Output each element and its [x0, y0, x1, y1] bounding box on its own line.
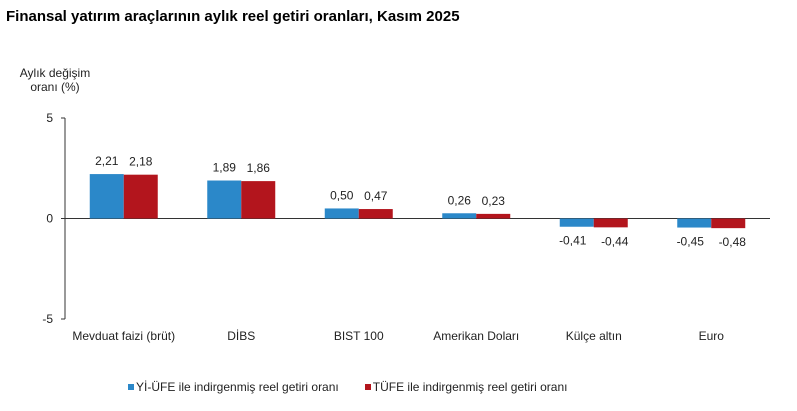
x-tick-label: DİBS	[227, 329, 255, 343]
data-label: 2,21	[95, 154, 119, 168]
legend-item-tufe: TÜFE ile indirgenmiş reel getiri oranı	[364, 380, 568, 394]
legend-item-yi-ufe: Yİ-ÜFE ile indirgenmiş reel getiri oranı	[128, 380, 339, 394]
bar	[593, 218, 628, 228]
data-label: 2,18	[129, 155, 153, 169]
x-tick-label: Amerikan Doları	[433, 329, 519, 343]
data-label: -0,48	[719, 235, 747, 249]
data-label: 1,89	[213, 161, 237, 175]
x-tick-label: Külçe altın	[566, 329, 622, 343]
legend-swatch-red	[364, 384, 371, 390]
bar	[559, 218, 594, 227]
bar	[241, 181, 276, 219]
y-axis-label-line: Aylık değişim	[19, 66, 91, 80]
bar	[324, 208, 359, 219]
bar	[476, 213, 511, 219]
data-label: 0,47	[364, 189, 388, 203]
y-axis-label: Aylık değişim oranı (%)	[10, 66, 100, 94]
x-tick-label: Euro	[699, 329, 725, 343]
legend-label: Yİ-ÜFE ile indirgenmiş reel getiri oranı	[136, 380, 339, 394]
y-tick-label: 0	[46, 212, 53, 226]
bar	[677, 218, 712, 228]
bar	[207, 180, 242, 219]
legend-label: TÜFE ile indirgenmiş reel getiri oranı	[372, 380, 568, 394]
data-label: -0,44	[601, 234, 629, 248]
legend: Yİ-ÜFE ile indirgenmiş reel getiri oranı…	[128, 380, 568, 394]
data-label: 0,50	[330, 188, 354, 202]
data-label: 0,26	[448, 193, 472, 207]
x-tick-label: Mevduat faizi (brüt)	[72, 329, 175, 343]
bar	[711, 218, 746, 229]
data-label: 1,86	[247, 161, 271, 175]
x-tick-label: BIST 100	[334, 329, 384, 343]
y-tick-label: 5	[46, 111, 53, 125]
data-label: -0,45	[677, 235, 705, 249]
bar	[123, 174, 158, 219]
y-axis-label-line: oranı (%)	[30, 80, 80, 94]
chart-title: Finansal yatırım araçlarının aylık reel …	[6, 8, 460, 25]
bar	[442, 213, 477, 219]
data-label: 0,23	[482, 194, 506, 208]
data-label: -0,41	[559, 234, 587, 248]
bar	[89, 174, 124, 219]
legend-swatch-blue	[128, 384, 134, 390]
bar	[358, 209, 393, 219]
y-tick-label: -5	[42, 312, 53, 326]
